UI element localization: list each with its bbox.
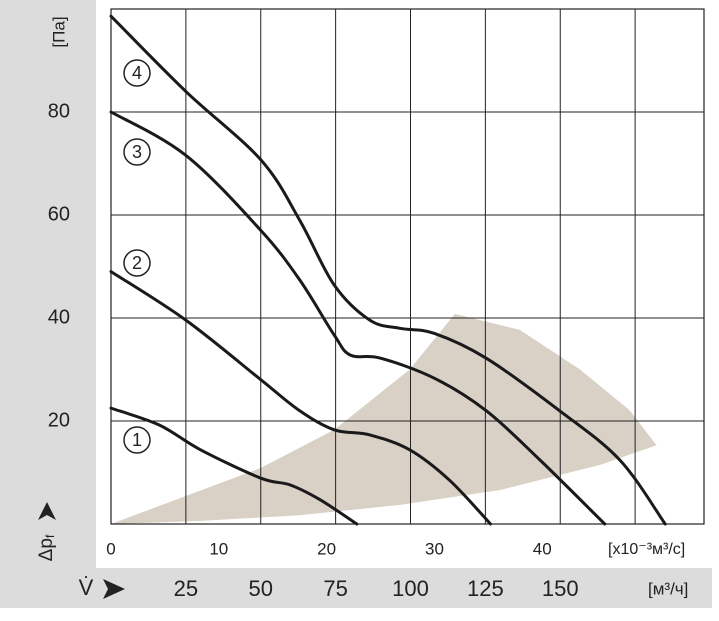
- curve-label-ring: [123, 426, 151, 454]
- y-symbol-main: Δp: [36, 538, 57, 561]
- plot-frame: [110, 8, 705, 525]
- x-tick-label: 10: [209, 539, 228, 558]
- x-unit: [x10⁻³м³/с]: [608, 541, 685, 558]
- x-tick-label: 0: [106, 539, 115, 558]
- curve-label-ring: [123, 249, 151, 277]
- x2-tick-label: 100: [392, 576, 429, 601]
- curve-label: 2: [132, 253, 142, 273]
- y-tick-label: 40: [48, 306, 70, 328]
- zone-layer: [111, 313, 657, 524]
- x-tick-label: 30: [425, 539, 444, 558]
- text-layer: [Па] Δpf [x10⁻³м³/с] V̇ [м³/ч] 20 40 60 80 0…: [36, 16, 688, 600]
- x2-tick-label: 125: [467, 576, 504, 601]
- curve-layer: [109, 14, 667, 526]
- curve-label-ring: [123, 138, 151, 166]
- y-tick-label: 80: [48, 100, 70, 122]
- operating-zone: [111, 313, 657, 524]
- y-arrow: [38, 502, 56, 520]
- curve: [109, 406, 359, 526]
- x2-tick-label: 75: [323, 576, 347, 601]
- y-tick-label: 20: [48, 409, 70, 431]
- curve: [109, 14, 667, 526]
- curve: [109, 110, 607, 526]
- x2-tick-label: 25: [174, 576, 198, 601]
- x-tick-label: 40: [533, 539, 552, 558]
- y-symbol-sub: f: [43, 534, 57, 538]
- y-unit: [Па]: [49, 16, 68, 47]
- left-panel: [0, 0, 96, 568]
- curve-label: 1: [132, 430, 142, 450]
- curve: [109, 270, 492, 526]
- x2-tick-label: 150: [542, 576, 579, 601]
- x2-arrow: [103, 579, 125, 599]
- y-tick-label: 60: [48, 203, 70, 225]
- y-symbol: Δpf: [36, 534, 57, 561]
- curve-label: 3: [132, 142, 142, 162]
- x2-unit: [м³/ч]: [648, 579, 688, 598]
- curve-label-ring: [123, 59, 151, 87]
- bottom-panel: [0, 568, 712, 608]
- x2-tick-label: 50: [249, 576, 273, 601]
- x-tick-label: 20: [317, 539, 336, 558]
- curve-label: 4: [132, 63, 142, 83]
- x2-symbol: V̇: [79, 575, 94, 600]
